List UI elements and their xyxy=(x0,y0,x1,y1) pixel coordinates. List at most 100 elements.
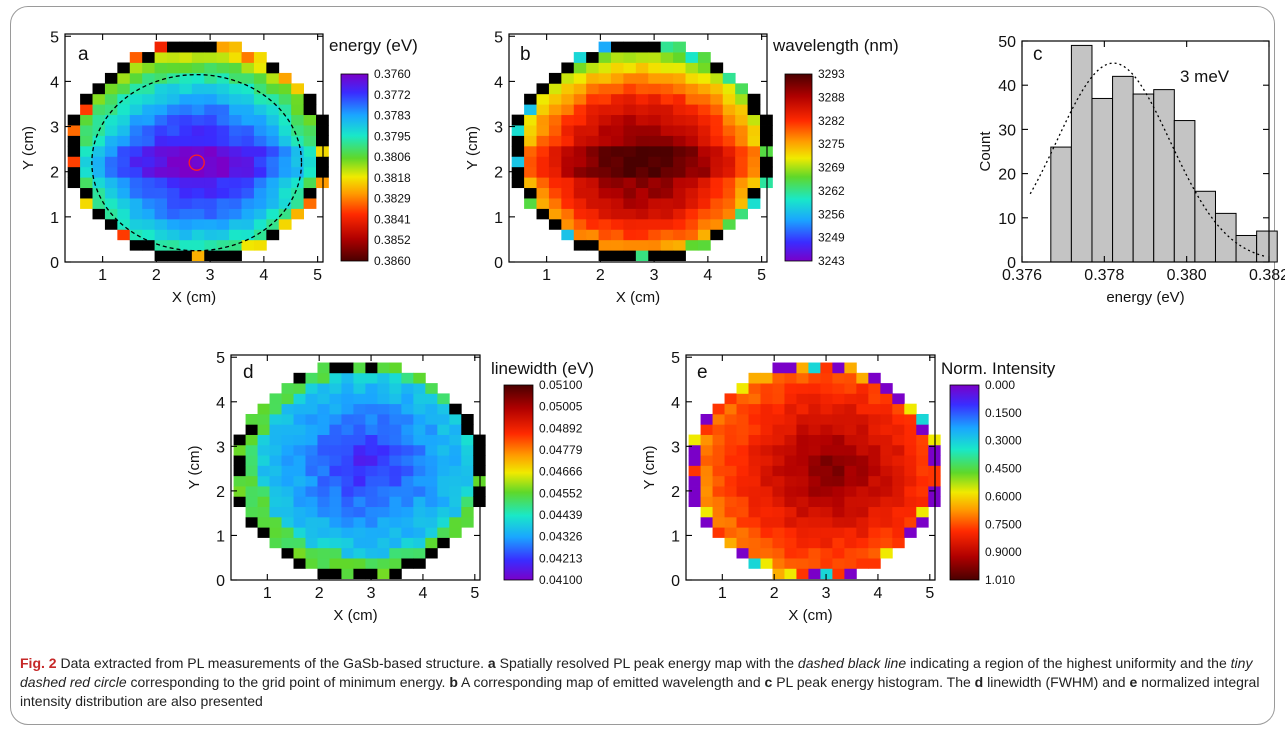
panel-b-cell xyxy=(673,218,686,230)
panel-b-cell xyxy=(573,177,587,189)
panel-c-ytick-label: 10 xyxy=(998,211,1016,228)
panel-a-cell xyxy=(291,145,304,157)
panel-e-cell xyxy=(904,496,917,508)
panel-a-cell xyxy=(80,93,93,105)
panel-b-cell xyxy=(536,114,550,126)
panel-b-cell xyxy=(561,208,575,220)
panel-b-cell xyxy=(524,145,537,157)
panel-b-cell xyxy=(586,72,600,84)
panel-a-cell xyxy=(278,72,292,84)
panel-e-cell xyxy=(844,403,857,415)
panel-b-cell xyxy=(573,145,587,157)
panel-a-cell xyxy=(191,125,205,136)
panel-e-cell xyxy=(808,486,821,497)
panel-e-cell xyxy=(736,496,749,508)
panel-b-cell xyxy=(561,187,575,199)
panel-b-cell xyxy=(573,125,587,136)
panel-d-cell xyxy=(401,434,414,446)
panel-d-cell xyxy=(353,516,366,528)
panel-b-cell xyxy=(611,229,624,241)
panel-e-cell xyxy=(772,362,785,374)
panel-b-cell xyxy=(710,72,724,84)
panel-a-cell xyxy=(92,166,106,178)
panel-d-cell xyxy=(377,455,390,466)
panel-b-cell xyxy=(573,93,587,105)
panel-b-cell xyxy=(573,208,587,220)
panel-b-cell xyxy=(710,62,724,74)
panel-b-cell xyxy=(673,83,686,95)
panel-b-cell xyxy=(635,250,649,262)
panel-b-cell xyxy=(524,198,537,209)
panel-e-cell xyxy=(736,486,749,497)
panel-e-cell xyxy=(760,434,773,446)
panel-b-cell xyxy=(697,187,711,199)
panel-e-cell xyxy=(700,496,713,508)
panel-b-cell xyxy=(673,229,686,241)
panel-e-cell xyxy=(892,537,905,549)
panel-e-cell xyxy=(832,455,845,466)
panel-b-cell xyxy=(685,156,699,168)
panel-b-cell xyxy=(648,104,662,116)
panel-e-cell xyxy=(772,547,785,559)
panel-b-cell xyxy=(561,218,575,230)
panel-b-cell xyxy=(611,41,624,53)
panel-b-cell xyxy=(598,62,612,74)
panel-e-cell xyxy=(880,444,893,456)
panel-e-cell xyxy=(880,434,893,446)
panel-d-cell xyxy=(437,527,450,538)
panel-b-cell xyxy=(598,104,612,116)
panel-e-cell xyxy=(820,568,833,580)
panel-d-cell xyxy=(341,547,354,559)
panel-a-cell xyxy=(117,93,131,105)
panel-e-cell xyxy=(748,475,761,487)
panel-d-cell xyxy=(329,383,342,394)
panel-e-cell xyxy=(808,527,821,538)
panel-b-cell xyxy=(660,156,674,168)
panel-b-cell xyxy=(673,166,686,178)
panel-a-cell xyxy=(142,239,156,251)
panel-e-cell xyxy=(916,496,929,508)
panel-a-cell xyxy=(216,187,230,199)
panel-b-cell xyxy=(648,239,662,251)
panel-a-cell xyxy=(229,187,242,199)
panel-e-cell xyxy=(856,393,869,405)
panel-d-cell xyxy=(365,362,378,374)
panel-a-cell xyxy=(129,93,143,105)
panel-d-cell xyxy=(293,496,306,508)
panel-a-cell xyxy=(253,229,267,241)
panel-e-xtick-label: 3 xyxy=(822,585,831,602)
panel-d-cell xyxy=(341,537,354,549)
panel-a-cell xyxy=(92,156,106,168)
panel-a-cell xyxy=(266,208,280,220)
panel-e-cell xyxy=(748,516,761,528)
panel-d-cell xyxy=(425,383,438,394)
panel-d-cell xyxy=(245,413,258,425)
panel-b-cell xyxy=(673,250,686,262)
panel-d-cell xyxy=(341,403,354,415)
panel-d-cell xyxy=(401,537,414,549)
panel-d-cell xyxy=(461,506,474,518)
panel-b-cell xyxy=(611,104,624,116)
histogram-bar xyxy=(1112,75,1134,263)
panel-a-cell xyxy=(142,104,156,116)
panel-e-cell xyxy=(832,537,845,549)
panel-b-colorbar-tick: 3256 xyxy=(818,207,845,221)
panel-a-cell xyxy=(167,218,180,230)
panel-a-cell xyxy=(117,229,131,241)
panel-d-cell xyxy=(281,403,294,415)
panel-a-cell xyxy=(229,114,242,126)
panel-d-cell xyxy=(293,558,306,569)
panel-e-cell xyxy=(736,547,749,559)
panel-b-cell xyxy=(735,177,748,189)
panel-e-cell xyxy=(832,465,845,477)
panel-a-cell xyxy=(167,156,180,168)
panel-d-cell xyxy=(353,527,366,538)
panel-b-colorbar-tick: 3293 xyxy=(818,67,845,81)
panel-d-xtick-label: 5 xyxy=(470,585,479,602)
panel-a-cell xyxy=(129,145,143,157)
panel-e-cell xyxy=(880,506,893,518)
panel-b-cell xyxy=(635,83,649,95)
panel-d-cell xyxy=(341,393,354,405)
panel-d-cell xyxy=(281,434,294,446)
panel-b-cell xyxy=(635,114,649,126)
